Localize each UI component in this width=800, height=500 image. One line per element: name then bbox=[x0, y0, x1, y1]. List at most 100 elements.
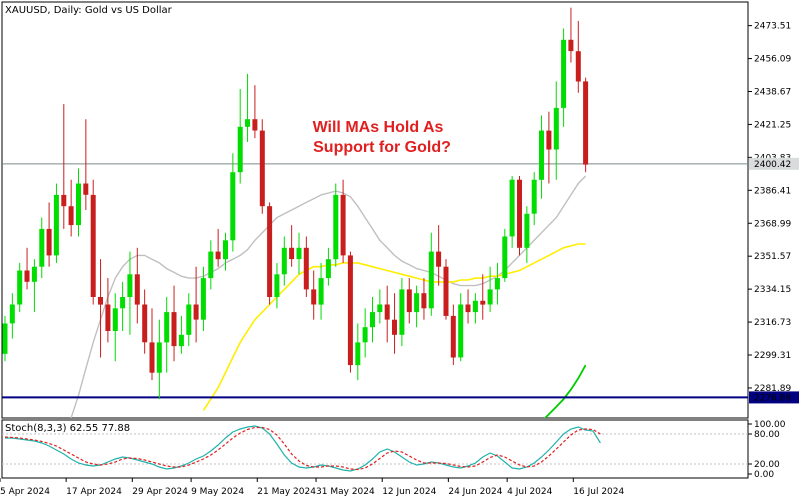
bull-candle bbox=[53, 194, 59, 256]
stochastic-panel-frame bbox=[1, 419, 749, 479]
bull-candle bbox=[223, 240, 228, 260]
y-tick-label: 2299.31 bbox=[754, 351, 791, 361]
x-tick-label: 9 May 2024 bbox=[191, 487, 244, 497]
bull-candle bbox=[414, 293, 420, 313]
price-plot-area bbox=[2, 7, 748, 418]
bull-candle bbox=[399, 289, 405, 335]
bear-candle bbox=[193, 304, 199, 320]
bull-candle bbox=[502, 236, 508, 279]
bear-candle bbox=[443, 266, 449, 316]
bull-candle bbox=[539, 130, 544, 180]
bear-candle bbox=[392, 319, 397, 335]
bull-candle bbox=[112, 308, 118, 331]
bull-candle bbox=[318, 278, 324, 305]
current-price-label: 2400.42 bbox=[754, 160, 791, 170]
bull-candle bbox=[186, 304, 192, 335]
price-panel-frame bbox=[1, 1, 749, 419]
stoch-tick-label: 20.00 bbox=[754, 460, 780, 470]
bull-candle bbox=[553, 107, 559, 150]
bear-candle bbox=[171, 312, 177, 347]
bull-candle bbox=[487, 289, 493, 305]
bear-candle bbox=[583, 81, 589, 165]
bear-candle bbox=[267, 206, 273, 297]
bull-candle bbox=[164, 312, 170, 343]
bear-candle bbox=[517, 179, 522, 248]
x-tick-label: 24 Jun 2024 bbox=[448, 487, 502, 497]
chart-title: XAUUSD, Daily: Gold vs US Dollar bbox=[5, 5, 173, 16]
bear-candle bbox=[303, 247, 309, 290]
bear-candle bbox=[311, 289, 317, 305]
bull-candle bbox=[178, 334, 184, 347]
x-tick-label: 16 Jul 2024 bbox=[573, 487, 624, 497]
bull-candle bbox=[362, 327, 368, 343]
ma-mid-line bbox=[202, 243, 586, 411]
axes: 2473.512456.092438.672421.252403.832386.… bbox=[0, 22, 799, 497]
stoch-tick-label: 80.00 bbox=[754, 430, 780, 440]
price-panel: XAUUSD, Daily: Gold vs US Dollar Will MAs… bbox=[1, 1, 749, 419]
bear-candle bbox=[289, 247, 295, 260]
bull-candle bbox=[524, 213, 530, 248]
bull-candle bbox=[127, 274, 133, 297]
bull-candle bbox=[200, 278, 206, 320]
stochastic-plot-area bbox=[2, 425, 748, 472]
bear-candle bbox=[98, 297, 103, 305]
current-price-label-box bbox=[749, 157, 799, 170]
y-tick-label: 2421.25 bbox=[754, 120, 791, 130]
bull-candle bbox=[509, 179, 515, 237]
bear-candle bbox=[83, 183, 89, 195]
bull-candle bbox=[561, 39, 567, 108]
bull-candle bbox=[531, 179, 537, 214]
stochastic-panel: Stoch(8,3,3) 62.55 77.88 bbox=[1, 419, 749, 479]
bull-candle bbox=[494, 278, 500, 290]
annotation-line-1: Will MAs Hold As bbox=[313, 119, 444, 136]
support-level-label-box bbox=[749, 391, 799, 404]
bear-candle bbox=[450, 315, 456, 358]
support-level-label: 2276.89 bbox=[754, 393, 791, 403]
bear-candle bbox=[24, 270, 30, 282]
bear-candle bbox=[105, 304, 111, 331]
bear-candle bbox=[252, 119, 258, 131]
x-tick-label: 31 May 2024 bbox=[316, 487, 375, 497]
y-tick-label: 2281.89 bbox=[754, 384, 791, 394]
x-tick-label: 29 Apr 2024 bbox=[132, 487, 188, 497]
bear-candle bbox=[465, 304, 471, 313]
bull-candle bbox=[245, 119, 250, 127]
y-tick-label: 2351.57 bbox=[754, 252, 791, 262]
bull-candle bbox=[39, 228, 45, 267]
bull-candle bbox=[208, 251, 214, 279]
bear-candle bbox=[340, 194, 346, 256]
y-tick-label: 2456.09 bbox=[754, 55, 791, 65]
bear-candle bbox=[142, 304, 148, 343]
bear-candle bbox=[575, 51, 581, 82]
bull-candle bbox=[156, 342, 162, 373]
bear-candle bbox=[134, 274, 140, 305]
bull-candle bbox=[274, 274, 280, 297]
bull-candle bbox=[31, 266, 37, 282]
y-tick-label: 2473.51 bbox=[754, 22, 791, 32]
annotation-line-2: Support for Gold? bbox=[313, 139, 451, 156]
bull-candle bbox=[17, 270, 23, 305]
bull-candle bbox=[355, 342, 361, 366]
x-tick-label: 5 Apr 2024 bbox=[0, 487, 50, 497]
bull-candle bbox=[296, 247, 302, 260]
bull-candle bbox=[120, 297, 126, 309]
bear-candle bbox=[406, 289, 412, 313]
bull-candle bbox=[76, 183, 81, 226]
x-tick-label: 12 Jun 2024 bbox=[382, 487, 436, 497]
bear-candle bbox=[259, 130, 265, 207]
ma-fast-line bbox=[70, 175, 587, 418]
bull-candle bbox=[370, 312, 375, 328]
bull-candle bbox=[230, 172, 236, 241]
bear-candle bbox=[149, 342, 155, 373]
stoch-k-line bbox=[5, 425, 601, 472]
bull-candle bbox=[472, 300, 478, 313]
y-tick-label: 2368.99 bbox=[754, 219, 791, 229]
bull-candle bbox=[428, 251, 434, 309]
stoch-tick-label: 100.00 bbox=[754, 420, 786, 430]
bull-candle bbox=[9, 304, 15, 324]
bear-candle bbox=[61, 194, 67, 207]
stoch-d-line bbox=[4, 426, 601, 471]
bear-candle bbox=[480, 300, 486, 305]
bear-candle bbox=[384, 304, 390, 320]
